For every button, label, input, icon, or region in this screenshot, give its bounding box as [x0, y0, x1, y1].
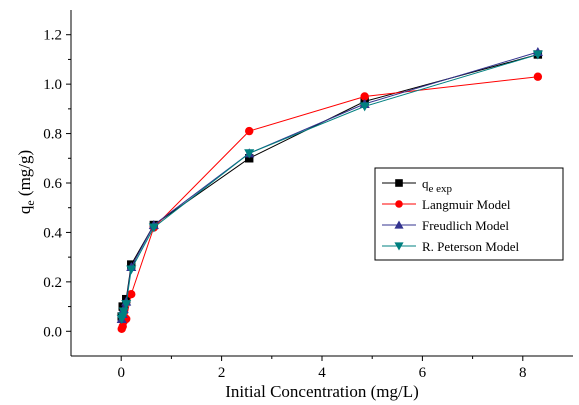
- x-tick-label: 6: [419, 365, 427, 381]
- y-axis-title-unit: (mg/g): [15, 150, 34, 201]
- legend: qe exp Langmuir Model Freudlich Model R. Pe…: [374, 167, 564, 261]
- data-point-triangle-down: [359, 102, 370, 112]
- y-axis-title-subscript: e: [23, 200, 37, 205]
- y-tick-label: 0.4: [43, 225, 62, 241]
- legend-label: Langmuir Model: [422, 197, 511, 212]
- data-point-circle: [395, 200, 403, 208]
- legend-label: R. Peterson Model: [422, 239, 520, 254]
- y-axis-title: qe (mg/g): [15, 150, 37, 214]
- x-tick-label: 4: [318, 365, 326, 381]
- data-point-triangle-down: [244, 149, 255, 159]
- x-tick-label: 2: [218, 365, 226, 381]
- axes: 0 2 4 6 8 0.0 0.2 0.4 0.6 0.8 1.0 1.2: [43, 10, 573, 381]
- y-tick-label: 0.6: [43, 176, 62, 192]
- y-tick-label: 1.2: [43, 28, 62, 44]
- data-point-triangle-down: [394, 242, 404, 251]
- legend-label: qe exp: [422, 176, 453, 195]
- y-axis-title-main: q: [15, 205, 34, 214]
- y-tick-label: 0.8: [43, 127, 62, 143]
- series-layer: [116, 46, 543, 334]
- legend-label: Freudlich Model: [422, 218, 509, 233]
- data-point-triangle-down: [117, 312, 128, 322]
- data-point-square: [395, 179, 403, 187]
- data-point-triangle-up: [394, 220, 404, 229]
- data-point-circle: [360, 92, 369, 101]
- data-point-circle: [127, 290, 136, 299]
- x-tick-label: 8: [519, 365, 527, 381]
- data-point-triangle-down: [118, 307, 129, 317]
- data-point-triangle-down: [532, 50, 543, 60]
- x-tick-label: 0: [117, 365, 125, 381]
- y-tick-label: 0.2: [43, 275, 62, 291]
- data-point-triangle-down: [121, 300, 132, 310]
- series-3: [116, 50, 543, 324]
- data-point-triangle-down: [126, 265, 137, 275]
- y-tick-label: 1.0: [43, 77, 62, 93]
- data-point-triangle-down: [148, 223, 159, 233]
- data-point-circle: [245, 126, 254, 136]
- x-axis-title: Initial Concentration (mg/L): [225, 382, 419, 401]
- legend-label-subscript: e exp: [429, 183, 453, 195]
- y-tick-label: 0.0: [43, 324, 62, 340]
- data-point-circle: [533, 72, 543, 81]
- legend-label-main: q: [422, 176, 429, 191]
